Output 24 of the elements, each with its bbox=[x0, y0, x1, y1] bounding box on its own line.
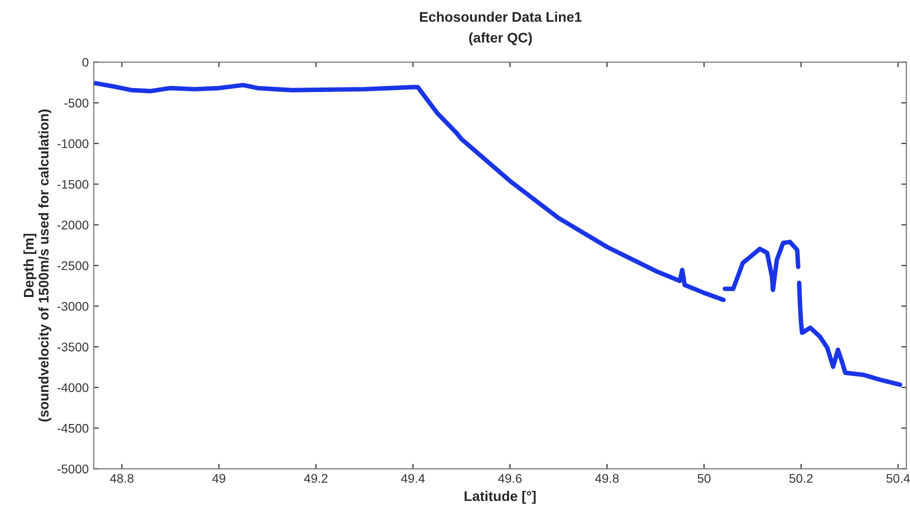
x-tick-label: 49 bbox=[212, 474, 226, 483]
y-tick-label: -4000 bbox=[57, 383, 88, 392]
y-tick-label: -2500 bbox=[57, 261, 88, 270]
y-tick-label: -2000 bbox=[57, 220, 88, 230]
y-tick-label: -4500 bbox=[57, 424, 88, 433]
y-tick-label: -5000 bbox=[57, 464, 88, 474]
y-axis-title: Depth [m] (soundvelocity of 1500m/s used for calculation) bbox=[23, 109, 52, 422]
x-tick-label: 50.2 bbox=[789, 474, 813, 483]
chart-subtitle: (after QC) bbox=[469, 32, 532, 46]
x-tick-label: 49.2 bbox=[304, 474, 328, 483]
x-tick-label: 50 bbox=[698, 474, 711, 483]
y-tick-label: -1000 bbox=[57, 139, 88, 148]
x-axis-title: Latitude [°] bbox=[464, 490, 536, 504]
x-tick-label: 49.4 bbox=[401, 474, 425, 483]
x-tick-label: 49.8 bbox=[595, 474, 619, 483]
x-tick-label: 50.4 bbox=[886, 474, 910, 483]
y-tick-label: -3500 bbox=[57, 342, 88, 352]
y-tick-label: -1500 bbox=[57, 180, 88, 189]
y-tick-label: -500 bbox=[64, 98, 88, 108]
y-tick-label: 0 bbox=[82, 58, 88, 67]
x-tick-label: 49.6 bbox=[498, 474, 522, 483]
y-tick-label: -3000 bbox=[57, 302, 88, 311]
x-tick-label: 48.8 bbox=[110, 474, 134, 483]
chart-title: Echosounder Data Line1 bbox=[420, 12, 582, 22]
